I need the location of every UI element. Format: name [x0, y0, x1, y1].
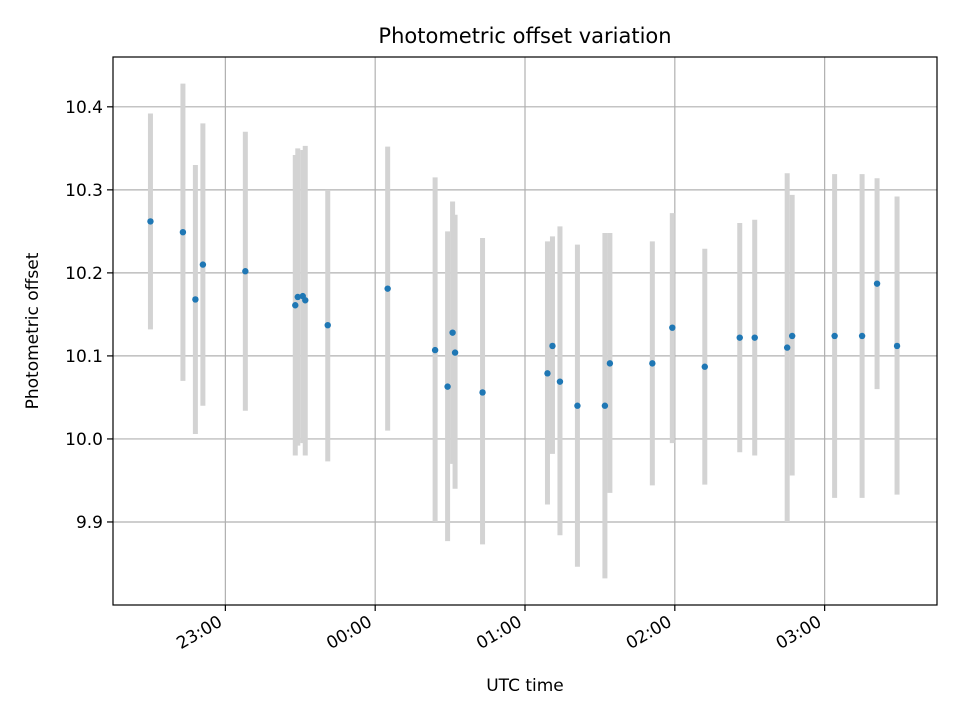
data-point [147, 218, 154, 225]
data-point [444, 383, 451, 390]
data-point [431, 346, 439, 354]
data-point [294, 293, 301, 301]
data-point [831, 332, 838, 340]
data-point [788, 332, 796, 340]
data-point [449, 329, 456, 336]
y-tick-label: 10.1 [65, 347, 103, 367]
data-point [179, 228, 187, 236]
data-point [549, 342, 556, 350]
data-point [574, 402, 581, 409]
data-point [199, 261, 207, 268]
data-point [544, 370, 551, 377]
x-axis-label: UTC time [486, 676, 564, 696]
data-point [893, 342, 901, 350]
data-points [147, 218, 901, 409]
data-point [556, 378, 564, 385]
data-point [324, 321, 331, 329]
chart-title: Photometric offset variation [378, 24, 671, 48]
y-tick-label: 10.0 [65, 430, 103, 450]
data-point [649, 360, 656, 367]
data-point [858, 332, 866, 340]
data-point [736, 334, 743, 341]
data-point [451, 349, 459, 356]
y-axis-label: Photometric offset [23, 252, 43, 409]
data-point [479, 389, 486, 396]
data-point [192, 296, 199, 303]
y-tick-label: 10.2 [65, 264, 103, 284]
data-point [606, 360, 614, 367]
data-point [601, 402, 609, 409]
data-point [292, 302, 299, 309]
data-point [669, 324, 676, 331]
y-tick-label: 10.4 [65, 98, 103, 118]
data-point [384, 285, 391, 292]
data-point [751, 334, 758, 341]
y-tick-label: 9.9 [76, 513, 103, 533]
data-point [873, 280, 881, 287]
data-point [242, 268, 249, 275]
data-point [302, 297, 309, 304]
y-tick-label: 10.3 [65, 181, 103, 201]
grid [113, 57, 937, 605]
data-point [783, 344, 791, 351]
data-point [701, 363, 708, 370]
